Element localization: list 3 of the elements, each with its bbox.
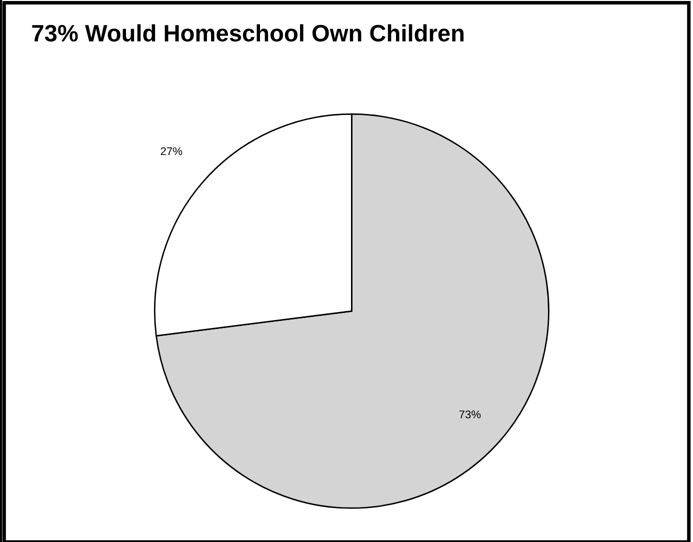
data-label: 27%	[160, 147, 182, 156]
data-label: 73%	[459, 410, 481, 418]
chart-title: 73% Would Homeschool Own Children	[32, 24, 464, 42]
